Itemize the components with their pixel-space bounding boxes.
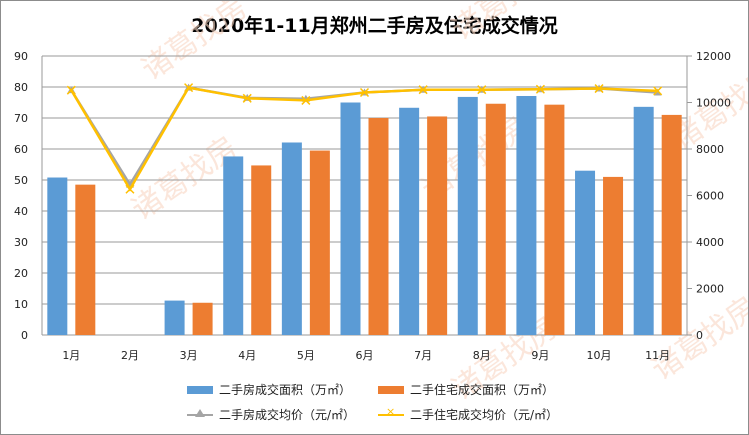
legend-label: 二手房成交均价（元/㎡）: [219, 408, 356, 422]
x-marker: [653, 86, 663, 96]
bar: [661, 114, 682, 336]
x-marker: [301, 95, 311, 105]
bar: [281, 142, 302, 335]
y-left-tick-label: 30: [14, 236, 28, 249]
x-marker: [242, 93, 252, 103]
x-tick-label: 9月: [531, 349, 549, 362]
bar: [75, 184, 96, 335]
y-left-tick-label: 80: [14, 81, 28, 94]
y-right-tick-label: 0: [696, 329, 703, 342]
bar: [309, 150, 330, 335]
x-tick-label: 2月: [121, 349, 139, 362]
x-marker: [594, 84, 604, 94]
y-right-tick-label: 10000: [696, 97, 731, 110]
bar: [251, 165, 272, 335]
bar: [603, 176, 624, 335]
y-right-tick-label: 8000: [696, 143, 724, 156]
bar: [340, 102, 361, 335]
legend-x-icon: ×: [378, 406, 404, 417]
y-right-tick-label: 2000: [696, 283, 724, 296]
x-tick-label: 7月: [414, 349, 432, 362]
y-right-tick-label: 12000: [696, 50, 731, 63]
bar: [192, 302, 213, 335]
y-left-tick-label: 10: [14, 298, 28, 311]
x-marker: [477, 85, 487, 95]
legend-item-2: 二手房成交均价（元/㎡）: [187, 406, 355, 423]
bar: [633, 106, 654, 335]
x-tick-label: 4月: [238, 349, 256, 362]
x-marker: [535, 84, 545, 94]
x-tick-label: 1月: [62, 349, 80, 362]
watermark-text: 诸葛找房: [136, 1, 254, 88]
y-left-tick-label: 20: [14, 267, 28, 280]
bar: [516, 95, 537, 336]
x-marker: [125, 184, 135, 194]
price-line: [70, 86, 658, 192]
y-left-tick-label: 70: [14, 112, 28, 125]
chart-title: 2020年1-11月郑州二手房及住宅成交情况: [191, 15, 558, 37]
bar: [575, 170, 596, 335]
x-marker: [66, 85, 76, 95]
bar: [427, 116, 448, 335]
legend-item-0: 二手房成交面积（万㎡）: [187, 381, 351, 398]
x-marker: [418, 85, 428, 95]
bar: [457, 96, 478, 335]
legend-item-1: 二手住宅成交面积（万㎡）: [378, 381, 554, 398]
legend-label: 二手房成交面积（万㎡）: [219, 383, 352, 397]
bar: [399, 107, 420, 336]
legend-label: 二手住宅成交面积（万㎡）: [410, 383, 555, 397]
legend-label: 二手住宅成交均价（元/㎡）: [410, 408, 559, 422]
bar: [368, 118, 389, 335]
y-left-tick-label: 40: [14, 205, 28, 218]
x-tick-label: 11月: [645, 349, 670, 362]
legend-swatch-blue: [187, 385, 213, 394]
y-left-tick-label: 0: [21, 329, 28, 342]
watermark-text: 诸葛找房: [446, 1, 564, 48]
legend-triangle-icon: [187, 408, 213, 417]
bar: [223, 156, 244, 335]
bar: [164, 300, 185, 335]
bar: [544, 104, 565, 335]
y-left-tick-label: 90: [14, 50, 28, 63]
y-left-tick-label: 50: [14, 174, 28, 187]
bar: [485, 103, 506, 336]
x-marker: [359, 87, 370, 98]
legend-swatch-orange: [378, 385, 404, 394]
x-tick-label: 8月: [473, 349, 491, 362]
bar: [47, 177, 68, 335]
y-right-tick-label: 4000: [696, 236, 724, 249]
x-tick-label: 5月: [297, 349, 315, 362]
legend-item-3: × 二手住宅成交均价（元/㎡）: [378, 406, 558, 423]
x-tick-label: 6月: [356, 349, 374, 362]
x-tick-label: 3月: [180, 349, 198, 362]
y-right-tick-label: 6000: [696, 190, 724, 203]
x-marker: [184, 83, 194, 93]
y-left-tick-label: 60: [14, 143, 28, 156]
x-tick-label: 10月: [587, 349, 612, 362]
